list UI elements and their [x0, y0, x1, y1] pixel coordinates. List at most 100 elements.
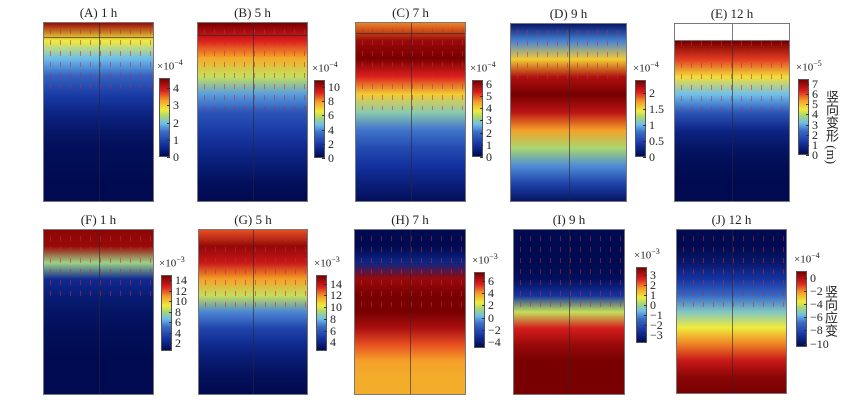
colorbar-tick-label: 2: [175, 336, 181, 351]
colorbar-tick-label: 1: [649, 117, 655, 132]
symmetry-axis: [410, 230, 411, 394]
colorbar-tick: [167, 139, 170, 141]
colorbar-multiplier: ×10−5: [796, 59, 822, 74]
colorbar-tick-label: 14: [175, 273, 187, 288]
colorbar-tick: [324, 318, 327, 320]
colorbar-tick: [643, 92, 646, 94]
colorbar-tick: [480, 132, 483, 134]
colorbar-tick-label: 0: [488, 310, 494, 325]
colorbar-tick-label: 5: [486, 88, 492, 103]
colorbar-tick-label: 4: [486, 101, 492, 116]
colorbar-tick: [169, 280, 172, 282]
colorbar-tick: [806, 94, 809, 96]
heatmap-panel: [43, 22, 154, 202]
colorbar-tick: [480, 108, 483, 110]
symmetry-axis: [410, 23, 412, 201]
colorbar-multiplier: ×10−4: [633, 60, 659, 75]
heatmap-panel: [355, 22, 466, 202]
colorbar-tick: [644, 295, 647, 296]
multiplier-base: ×10: [633, 62, 651, 75]
symmetry-axis: [569, 230, 570, 394]
panel-title: (C) 7 h: [392, 5, 429, 20]
heatmap-panel: [510, 23, 627, 202]
multiplier-base: ×10: [157, 60, 175, 73]
colorbar-tick: [482, 317, 485, 319]
colorbar-tick-label: 1: [812, 137, 818, 152]
colorbar-tick: [322, 143, 325, 145]
colorbar-tick: [806, 84, 809, 86]
heatmap-panel: [354, 229, 466, 395]
colorbar-tick: [643, 140, 646, 142]
colorbar-tick-label: 0: [650, 298, 656, 312]
colorbar: [635, 80, 646, 157]
colorbar-tick: [322, 115, 325, 117]
colorbar-tick: [482, 329, 485, 331]
colorbar-tick-label: 0: [810, 270, 816, 285]
colorbar-multiplier: ×10−3: [314, 255, 340, 270]
colorbar: [314, 80, 325, 158]
colorbar-tick-label: 7: [812, 77, 818, 92]
colorbar-tick-label: 0: [649, 150, 655, 164]
colorbar: [161, 275, 172, 351]
colorbar: [472, 80, 483, 157]
symmetry-axis: [732, 24, 733, 201]
colorbar-tick-label: 2: [649, 85, 655, 100]
colorbar-tick: [804, 317, 807, 319]
colorbar-multiplier: ×10−4: [470, 60, 496, 75]
heatmap-panel: [674, 23, 790, 202]
multiplier-exponent: −3: [489, 252, 498, 261]
colorbar-tick: [482, 281, 485, 283]
colorbar-tick: [804, 343, 807, 345]
colorbar-tick-label: 3: [486, 113, 492, 128]
colorbar-tick-label: −3: [650, 328, 663, 342]
colorbar-tick-label: 1: [173, 132, 179, 147]
colorbar-tick: [167, 88, 170, 90]
colorbar-tick-label: 4: [173, 81, 179, 96]
colorbar: [474, 272, 485, 348]
colorbar-tick-label: 3: [650, 268, 656, 282]
panel-title: (E) 12 h: [710, 6, 754, 21]
panel-title: (F) 1 h: [80, 212, 117, 227]
colorbar-tick: [169, 322, 172, 324]
colorbar-tick-label: 1: [650, 288, 656, 302]
colorbar-tick-label: 2: [650, 278, 656, 292]
colorbar-multiplier: ×10−3: [634, 247, 660, 262]
colorbar-tick-label: 6: [328, 108, 334, 123]
multiplier-exponent: −4: [650, 60, 659, 69]
heatmap-panel: [197, 22, 308, 202]
colorbar-tick-label: 6: [812, 87, 818, 102]
colorbar-tick-label: 8: [175, 304, 181, 319]
multiplier-exponent: −4: [174, 58, 183, 67]
colorbar-tick: [480, 83, 483, 85]
colorbar-tick-label: 10: [328, 80, 340, 95]
colorbar-tick: [167, 122, 170, 124]
colorbar-tick-label: 2: [328, 136, 334, 151]
colorbar-tick-label: 5: [812, 97, 818, 112]
heatmap-panel: [43, 229, 154, 395]
colorbar-tick-label: 4: [812, 107, 818, 122]
colorbar-tick-label: −2: [810, 283, 823, 298]
colorbar-tick: [480, 95, 483, 97]
colorbar-tick: [806, 114, 809, 116]
colorbar-tick-label: 6: [330, 323, 336, 338]
colorbar-tick-label: −2: [650, 318, 663, 332]
colorbar-tick: [482, 293, 485, 295]
colorbar-tick: [804, 330, 807, 332]
colorbar-tick-label: 4: [175, 325, 181, 340]
panel-title: (J) 12 h: [711, 212, 752, 227]
colorbar-tick: [643, 157, 646, 158]
heatmap-panel: [513, 229, 625, 395]
colorbar-tick: [167, 105, 170, 107]
multiplier-exponent: −5: [813, 59, 822, 68]
colorbar-tick-label: −8: [810, 323, 823, 338]
colorbar-tick: [169, 311, 172, 313]
colorbar-tick-label: −10: [810, 336, 829, 351]
colorbar-tick: [644, 325, 647, 326]
colorbar-tick: [480, 144, 483, 146]
colorbar-tick: [324, 307, 327, 309]
colorbar-multiplier: ×10−3: [472, 252, 498, 267]
colorbar-tick-label: 0: [812, 148, 818, 162]
colorbar-tick: [806, 144, 809, 146]
multiplier-exponent: −3: [651, 247, 660, 256]
multiplier-base: ×10: [159, 257, 177, 270]
